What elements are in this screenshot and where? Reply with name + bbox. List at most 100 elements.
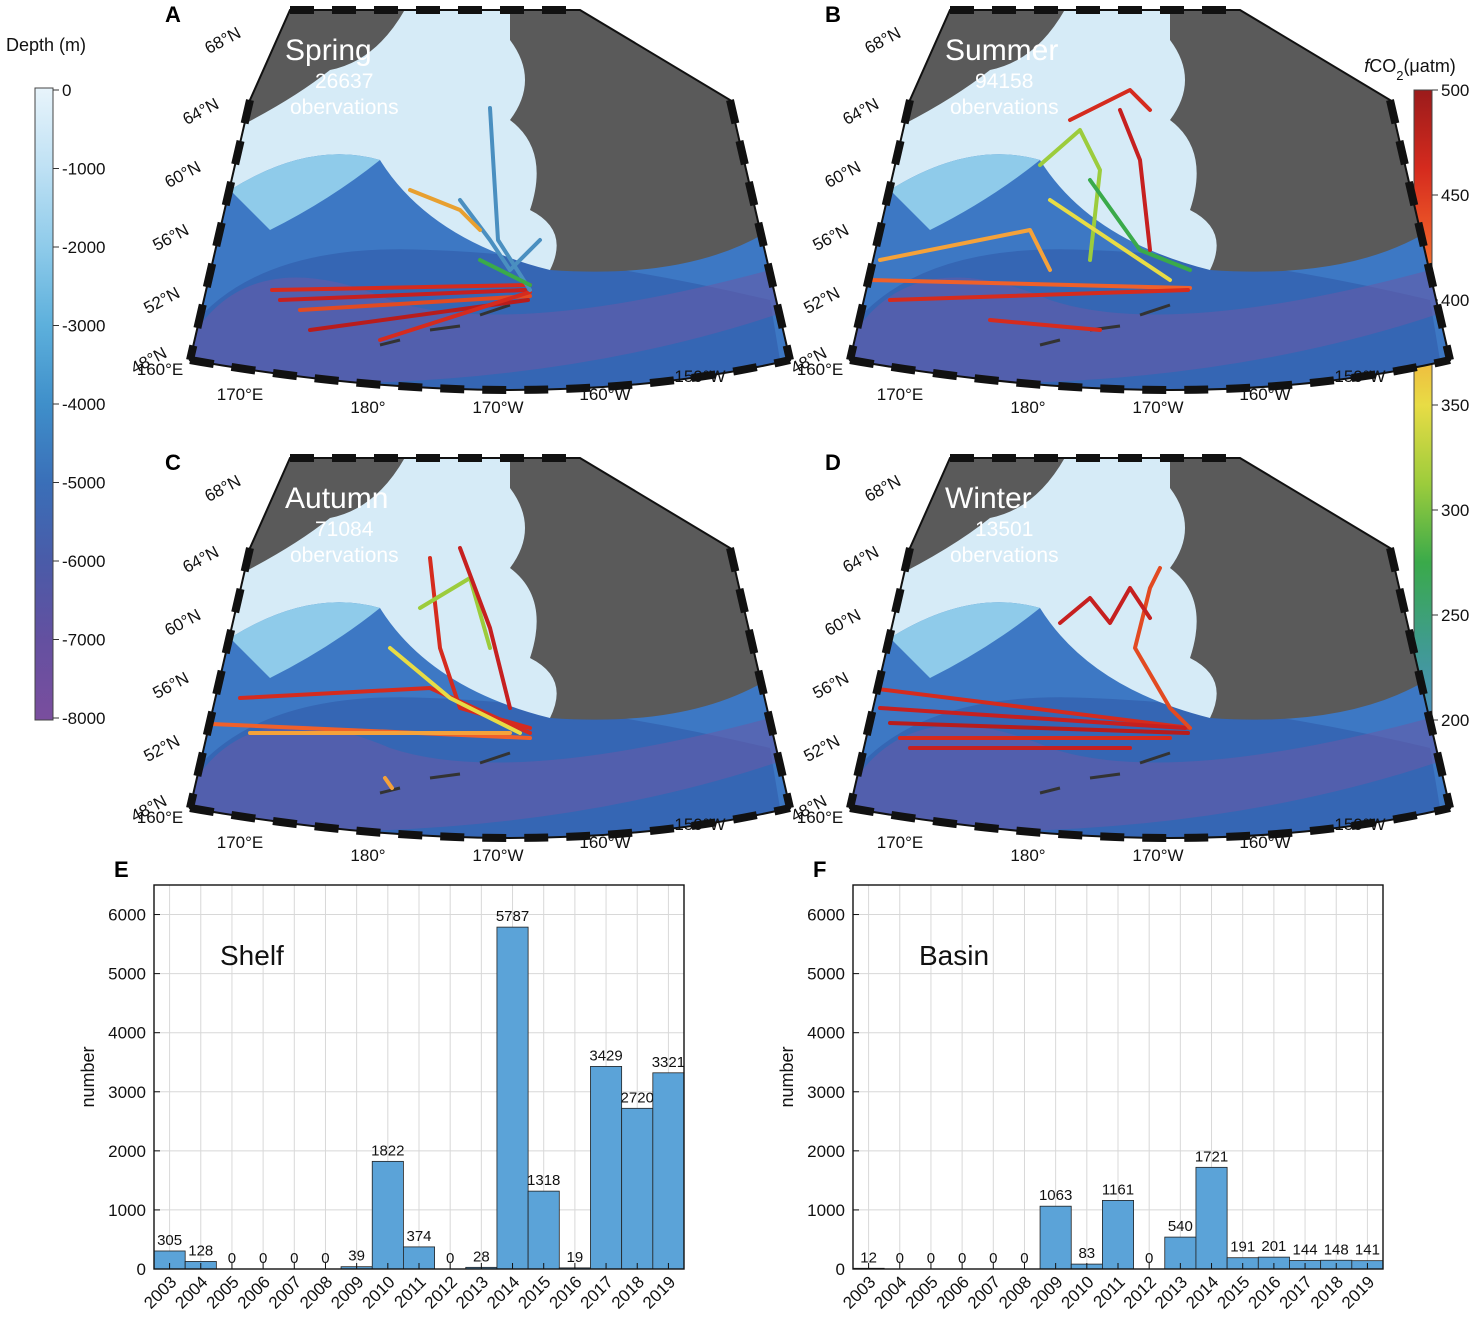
bar-value-label: 191 bbox=[1230, 1239, 1255, 1256]
fco2-colorbar-title: fCO2(μatm) bbox=[1364, 56, 1456, 83]
bar-value-label: 28 bbox=[473, 1248, 490, 1265]
bar-value-label: 0 bbox=[927, 1250, 935, 1267]
y-tick-label: 4000 bbox=[108, 1024, 146, 1043]
x-tick-label: 2009 bbox=[327, 1272, 367, 1312]
y-tick-label: 6000 bbox=[807, 906, 845, 925]
bar bbox=[652, 1072, 685, 1270]
aleutian-islands bbox=[379, 303, 511, 347]
longitude-label: 160°W bbox=[579, 833, 630, 852]
x-tick-label: 2003 bbox=[839, 1272, 879, 1312]
x-tick-label: 2007 bbox=[265, 1272, 305, 1312]
map-frame-bottom bbox=[849, 804, 1451, 842]
depth-tick-label: -5000 bbox=[62, 474, 105, 493]
x-tick-label: 2013 bbox=[452, 1272, 492, 1312]
y-tick-label: 0 bbox=[137, 1260, 146, 1279]
observation-count: 13501 bbox=[975, 518, 1033, 541]
longitude-label: 150°W bbox=[674, 815, 725, 834]
ship-track bbox=[1133, 566, 1192, 730]
latitude-label: 64°N bbox=[180, 94, 222, 129]
bar-value-label: 83 bbox=[1078, 1245, 1095, 1262]
panel-letter: F bbox=[813, 857, 826, 882]
plot-frame bbox=[852, 884, 1384, 1270]
x-tick-label: 2014 bbox=[1182, 1272, 1222, 1312]
bar-chart-e: 0 1000 2000 3000 4000 5000 6000 305 128 0 0 0 0 39 182… bbox=[78, 857, 685, 1313]
observation-count: 26637 bbox=[315, 70, 373, 93]
ship-track bbox=[1048, 198, 1172, 282]
fco2-title-sub: 2 bbox=[1396, 68, 1403, 83]
longitude-label: 170°W bbox=[1132, 398, 1183, 417]
y-tick-label: 6000 bbox=[108, 906, 146, 925]
observation-unit: obervations bbox=[290, 544, 399, 567]
x-tick-label: 2004 bbox=[171, 1272, 211, 1312]
bar-value-label: 0 bbox=[1145, 1250, 1153, 1267]
map-panel-c: C Autumn 71084 obervations 68°N 64°N 60°N 56°N 5… bbox=[128, 450, 794, 865]
fco2-colorbar-ticks: 500 450 400 350 300 250 200 bbox=[1432, 81, 1469, 730]
latitude-label: 52°N bbox=[141, 731, 183, 766]
map-frame-right bbox=[1386, 99, 1454, 361]
depth-tick-label: -7000 bbox=[62, 631, 105, 650]
bar-value-label: 374 bbox=[406, 1228, 431, 1245]
bar-value-label: 1822 bbox=[371, 1142, 404, 1159]
bar-value-label: 2720 bbox=[621, 1089, 654, 1106]
latitude-label: 68°N bbox=[202, 23, 244, 58]
latitude-label: 60°N bbox=[822, 157, 864, 192]
x-tick-label: 2011 bbox=[391, 1272, 430, 1311]
ship-track bbox=[478, 258, 532, 287]
ship-track bbox=[878, 706, 1187, 730]
longitude-label: 160°E bbox=[797, 808, 844, 827]
x-tick-label: 2005 bbox=[203, 1272, 243, 1312]
ship-track bbox=[458, 546, 512, 710]
observation-unit: obervations bbox=[950, 544, 1059, 567]
map-body bbox=[850, 458, 1450, 838]
longitude-label: 170°E bbox=[217, 833, 264, 852]
bar-value-label: 0 bbox=[259, 1250, 267, 1267]
map-frame-right bbox=[1386, 547, 1454, 809]
x-tick-label: 2010 bbox=[358, 1272, 398, 1312]
latitude-label: 52°N bbox=[801, 731, 843, 766]
bar bbox=[371, 1160, 404, 1270]
bar-value-label: 0 bbox=[1020, 1250, 1028, 1267]
longitude-label: 150°W bbox=[1334, 815, 1385, 834]
bar-value-label: 0 bbox=[896, 1250, 904, 1267]
ship-track bbox=[378, 290, 532, 342]
y-tick-label: 5000 bbox=[108, 965, 146, 984]
bar bbox=[1039, 1205, 1072, 1270]
ship-track bbox=[190, 721, 532, 740]
ship-track bbox=[988, 318, 1102, 332]
fco2-title-main: CO bbox=[1369, 56, 1396, 76]
bar-value-label: 1318 bbox=[527, 1172, 560, 1189]
depth-tick-label: -8000 bbox=[62, 709, 105, 728]
fco2-tick-label: 500 bbox=[1441, 81, 1469, 100]
ship-track bbox=[270, 283, 532, 292]
x-tick-label: 2019 bbox=[639, 1272, 679, 1312]
depth-colorbar-bar bbox=[34, 87, 54, 721]
y-tick-label: 2000 bbox=[108, 1142, 146, 1161]
longitude-label: 170°E bbox=[217, 385, 264, 404]
latitude-label: 52°N bbox=[141, 283, 183, 318]
observation-count: 71084 bbox=[315, 518, 374, 541]
fco2-title-prefix: f bbox=[1364, 56, 1371, 76]
shelf-slope bbox=[230, 154, 380, 230]
ship-track bbox=[428, 556, 532, 730]
bar-value-label: 3321 bbox=[652, 1054, 685, 1071]
bar-value-label: 141 bbox=[1355, 1242, 1380, 1259]
bar-value-label: 540 bbox=[1168, 1218, 1193, 1235]
ship-track bbox=[1058, 586, 1152, 625]
ship-track bbox=[878, 228, 1052, 272]
bar-value-label: 0 bbox=[290, 1250, 298, 1267]
y-tick-label: 3000 bbox=[807, 1083, 845, 1102]
map-frame-bottom bbox=[189, 804, 791, 842]
depth-tick-label: -6000 bbox=[62, 552, 105, 571]
x-tick-label: 2005 bbox=[902, 1272, 942, 1312]
fco2-tick-label: 200 bbox=[1441, 711, 1469, 730]
x-tick-label: 2014 bbox=[483, 1272, 523, 1312]
bar-value-label: 0 bbox=[446, 1250, 454, 1267]
bar-value-label: 305 bbox=[157, 1232, 182, 1249]
y-tick-label: 2000 bbox=[807, 1142, 845, 1161]
season-label: Winter bbox=[945, 482, 1032, 515]
map-panel-d: D Winter 13501 obervations 68°N 64°N 60°N 56°N 5… bbox=[788, 450, 1454, 865]
fco2-tick-label: 400 bbox=[1441, 291, 1469, 310]
bar bbox=[590, 1066, 623, 1270]
region-annotation: Basin bbox=[919, 940, 989, 971]
